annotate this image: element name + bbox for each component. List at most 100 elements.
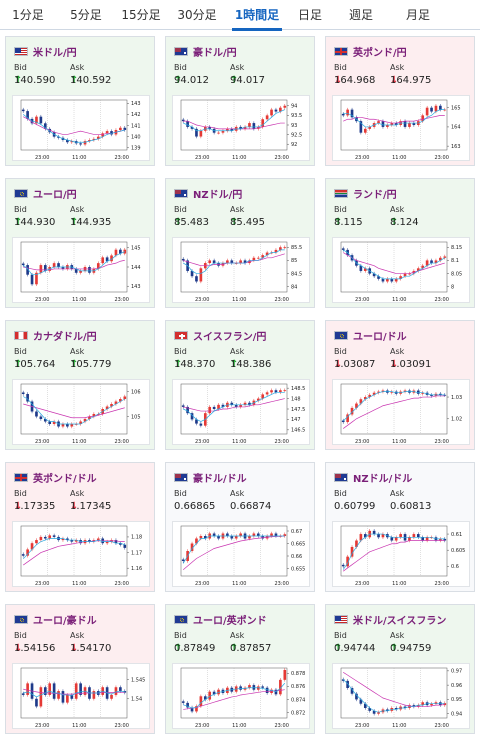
candle-body [430, 107, 433, 112]
candle-body [35, 411, 38, 417]
candle-body [195, 538, 198, 544]
hourly-chart[interactable]: 92 92.5 93 93.5 94 23:00 11:00 23:00 [172, 95, 310, 161]
candle-body [265, 687, 269, 693]
candle-body [217, 132, 220, 134]
candle-body [212, 260, 216, 264]
hourly-chart[interactable]: 0.94 0.95 0.96 0.97 23:00 11:00 23:00 [332, 663, 470, 729]
tab-4[interactable]: 1時間足 [226, 0, 288, 31]
hourly-chart[interactable]: 8 8.05 8.1 8.15 23:00 11:00 23:00 [332, 237, 470, 303]
x-tick-label: 11:00 [72, 297, 86, 303]
hourly-chart[interactable]: 146.5 147 147.5 148 148.5 23:00 11:00 23:00 [172, 379, 310, 445]
candle-body [208, 406, 212, 414]
candle-body [425, 537, 429, 541]
rate-card[interactable]: スイスフラン/円 Bid Ask ↑ 148.370 ↑ 148.386 146.5 147 14… [165, 320, 315, 450]
us-flag-icon [14, 46, 28, 56]
bid-value: 1.03087 [334, 359, 376, 370]
candle-body [283, 669, 287, 680]
pair-link[interactable]: ユーロ/豪ドル [14, 613, 97, 627]
rate-card[interactable]: カナダドル/円 Bid Ask ↑ 105.764 ↑ 105.779 105 106 23:00… [5, 320, 155, 450]
x-tick-label: 11:00 [232, 155, 246, 161]
candle-body [341, 564, 345, 567]
candle-body [355, 403, 358, 408]
rate-card[interactable]: ユーロ/英ポンド Bid Ask ↑ 0.87849 ↑ 0.87857 0.872 0.874… [165, 604, 315, 734]
rate-card[interactable]: 米ドル/円 Bid Ask ↑ 140.590 ↑ 140.592 139 140 141 142 1… [5, 36, 155, 166]
hourly-chart[interactable]: 0.872 0.874 0.876 0.878 23:00 11:00 23:00 [172, 663, 310, 729]
hourly-chart[interactable]: 1.54 1.545 23:00 11:00 23:00 [12, 663, 150, 729]
pair-link[interactable]: 豪ドル/ドル [174, 471, 247, 485]
hourly-chart[interactable]: 1.16 1.17 1.18 23:00 11:00 23:00 [12, 521, 150, 587]
tab-3[interactable]: 30分足 [177, 8, 217, 22]
rate-card[interactable]: 英ポンド/円 Bid Ask ↓ 164.968 ↓ 164.975 163 164 165 23:… [325, 36, 475, 166]
rate-card[interactable]: NZドル/ドル Bid Ask 0.60799 0.60813 0.6 0.605 0.61 2… [325, 462, 475, 592]
candle-body [39, 536, 43, 541]
tab-7[interactable]: 月足 [405, 8, 430, 22]
pair-link[interactable]: 英ポンド/円 [334, 45, 407, 59]
hourly-chart[interactable]: 84 84.5 85 85.5 23:00 11:00 23:00 [172, 237, 310, 303]
candle-body [123, 544, 127, 548]
ask-label: Ask [390, 631, 405, 640]
tab-2[interactable]: 15分足 [121, 8, 161, 22]
tab-1[interactable]: 5分足 [70, 8, 102, 22]
rate-card[interactable]: NZドル/円 Bid Ask ↑ 85.483 ↑ 85.495 84 84.5 85 85.5 23… [165, 178, 315, 308]
x-tick-label: 23:00 [114, 155, 128, 161]
pair-link[interactable]: ユーロ/円 [14, 187, 77, 201]
candle-body [390, 391, 394, 393]
candle-body [230, 402, 234, 405]
y-tick-label: 84 [291, 285, 297, 291]
rate-card[interactable]: 豪ドル/円 Bid Ask ↑ 94.012 ↑ 94.017 92 92.5 93 93.5 94 2… [165, 36, 315, 166]
candle-body [408, 273, 411, 275]
x-tick-label: 23:00 [195, 439, 209, 445]
x-tick-label: 23:00 [274, 581, 288, 587]
pair-link[interactable]: NZドル/円 [174, 187, 242, 201]
hourly-chart[interactable]: 139 140 141 142 143 23:00 11:00 23:00 [12, 95, 150, 161]
ask-label: Ask [70, 205, 85, 214]
rate-card[interactable]: ユーロ/豪ドル Bid Ask ↓ 1.54156 ↓ 1.54170 1.54 1.545 23… [5, 604, 155, 734]
candle-body [279, 390, 282, 393]
candle-body [208, 126, 212, 129]
x-tick-label: 11:00 [232, 297, 246, 303]
candle-body [443, 703, 447, 706]
tab-6[interactable]: 週足 [348, 8, 373, 22]
pair-link[interactable]: ユーロ/ドル [334, 329, 407, 343]
candle-body [195, 419, 198, 424]
ma-long-line [343, 671, 445, 707]
tab-0[interactable]: 1分足 [12, 8, 44, 22]
pair-link[interactable]: スイスフラン/円 [174, 329, 267, 343]
pair-link[interactable]: ランド/円 [334, 187, 397, 201]
hourly-chart[interactable]: 163 164 165 23:00 11:00 23:00 [332, 95, 470, 161]
hourly-chart[interactable]: 0.655 0.66 0.665 0.67 23:00 11:00 23:00 [172, 521, 310, 587]
pair-name: スイスフラン/円 [193, 331, 267, 343]
pair-link[interactable]: 豪ドル/円 [174, 45, 237, 59]
ask-arrow-icon: ↑ [230, 359, 239, 370]
tab-5[interactable]: 日足 [297, 8, 322, 22]
au-flag-icon [174, 46, 188, 56]
rate-card[interactable]: ユーロ/ドル Bid Ask ↓ 1.03087 ↓ 1.03091 1.02 1.03 23:0… [325, 320, 475, 450]
y-tick-label: 0.876 [291, 684, 305, 690]
rate-card[interactable]: ランド/円 Bid Ask ↑ 8.115 ↑ 8.124 8 8.05 8.1 8.15 23:00… [325, 178, 475, 308]
candle-body [21, 392, 25, 394]
candle-body [203, 536, 207, 539]
y-tick-label: 84.5 [291, 271, 302, 277]
pair-link[interactable]: カナダドル/円 [14, 329, 97, 343]
rate-card[interactable]: ユーロ/円 Bid Ask ↑ 144.930 ↑ 144.935 143 144 145 23:0… [5, 178, 155, 308]
pair-link[interactable]: NZドル/ドル [334, 471, 412, 485]
candle-body [434, 702, 438, 704]
candle-body [195, 276, 198, 282]
x-tick-label: 23:00 [274, 723, 288, 729]
rate-card[interactable]: 豪ドル/ドル Bid Ask 0.66865 0.66874 0.655 0.66 0.665… [165, 462, 315, 592]
candlestick-chart: 139 140 141 142 143 23:00 11:00 23:00 [20, 99, 141, 161]
pair-link[interactable]: 米ドル/円 [14, 45, 77, 59]
y-tick-label: 163 [451, 144, 461, 150]
rate-card[interactable]: 英ポンド/ドル Bid Ask ↓ 1.17335 ↓ 1.17345 1.16 1.17 1.1… [5, 462, 155, 592]
ma-long-line [23, 116, 125, 135]
pair-link[interactable]: 英ポンド/ドル [14, 471, 97, 485]
candle-body [381, 121, 385, 127]
rate-card[interactable]: 米ドル/スイスフラン Bid Ask ↑ 0.94744 ↑ 0.94759 0.94 0.95… [325, 604, 475, 734]
y-tick-label: 105 [131, 414, 141, 420]
pair-link[interactable]: ユーロ/英ポンド [174, 613, 267, 627]
hourly-chart[interactable]: 105 106 23:00 11:00 23:00 [12, 379, 150, 445]
hourly-chart[interactable]: 1.02 1.03 23:00 11:00 23:00 [332, 379, 470, 445]
hourly-chart[interactable]: 0.6 0.605 0.61 23:00 11:00 23:00 [332, 521, 470, 587]
pair-link[interactable]: 米ドル/スイスフラン [334, 613, 446, 627]
hourly-chart[interactable]: 143 144 145 23:00 11:00 23:00 [12, 237, 150, 303]
